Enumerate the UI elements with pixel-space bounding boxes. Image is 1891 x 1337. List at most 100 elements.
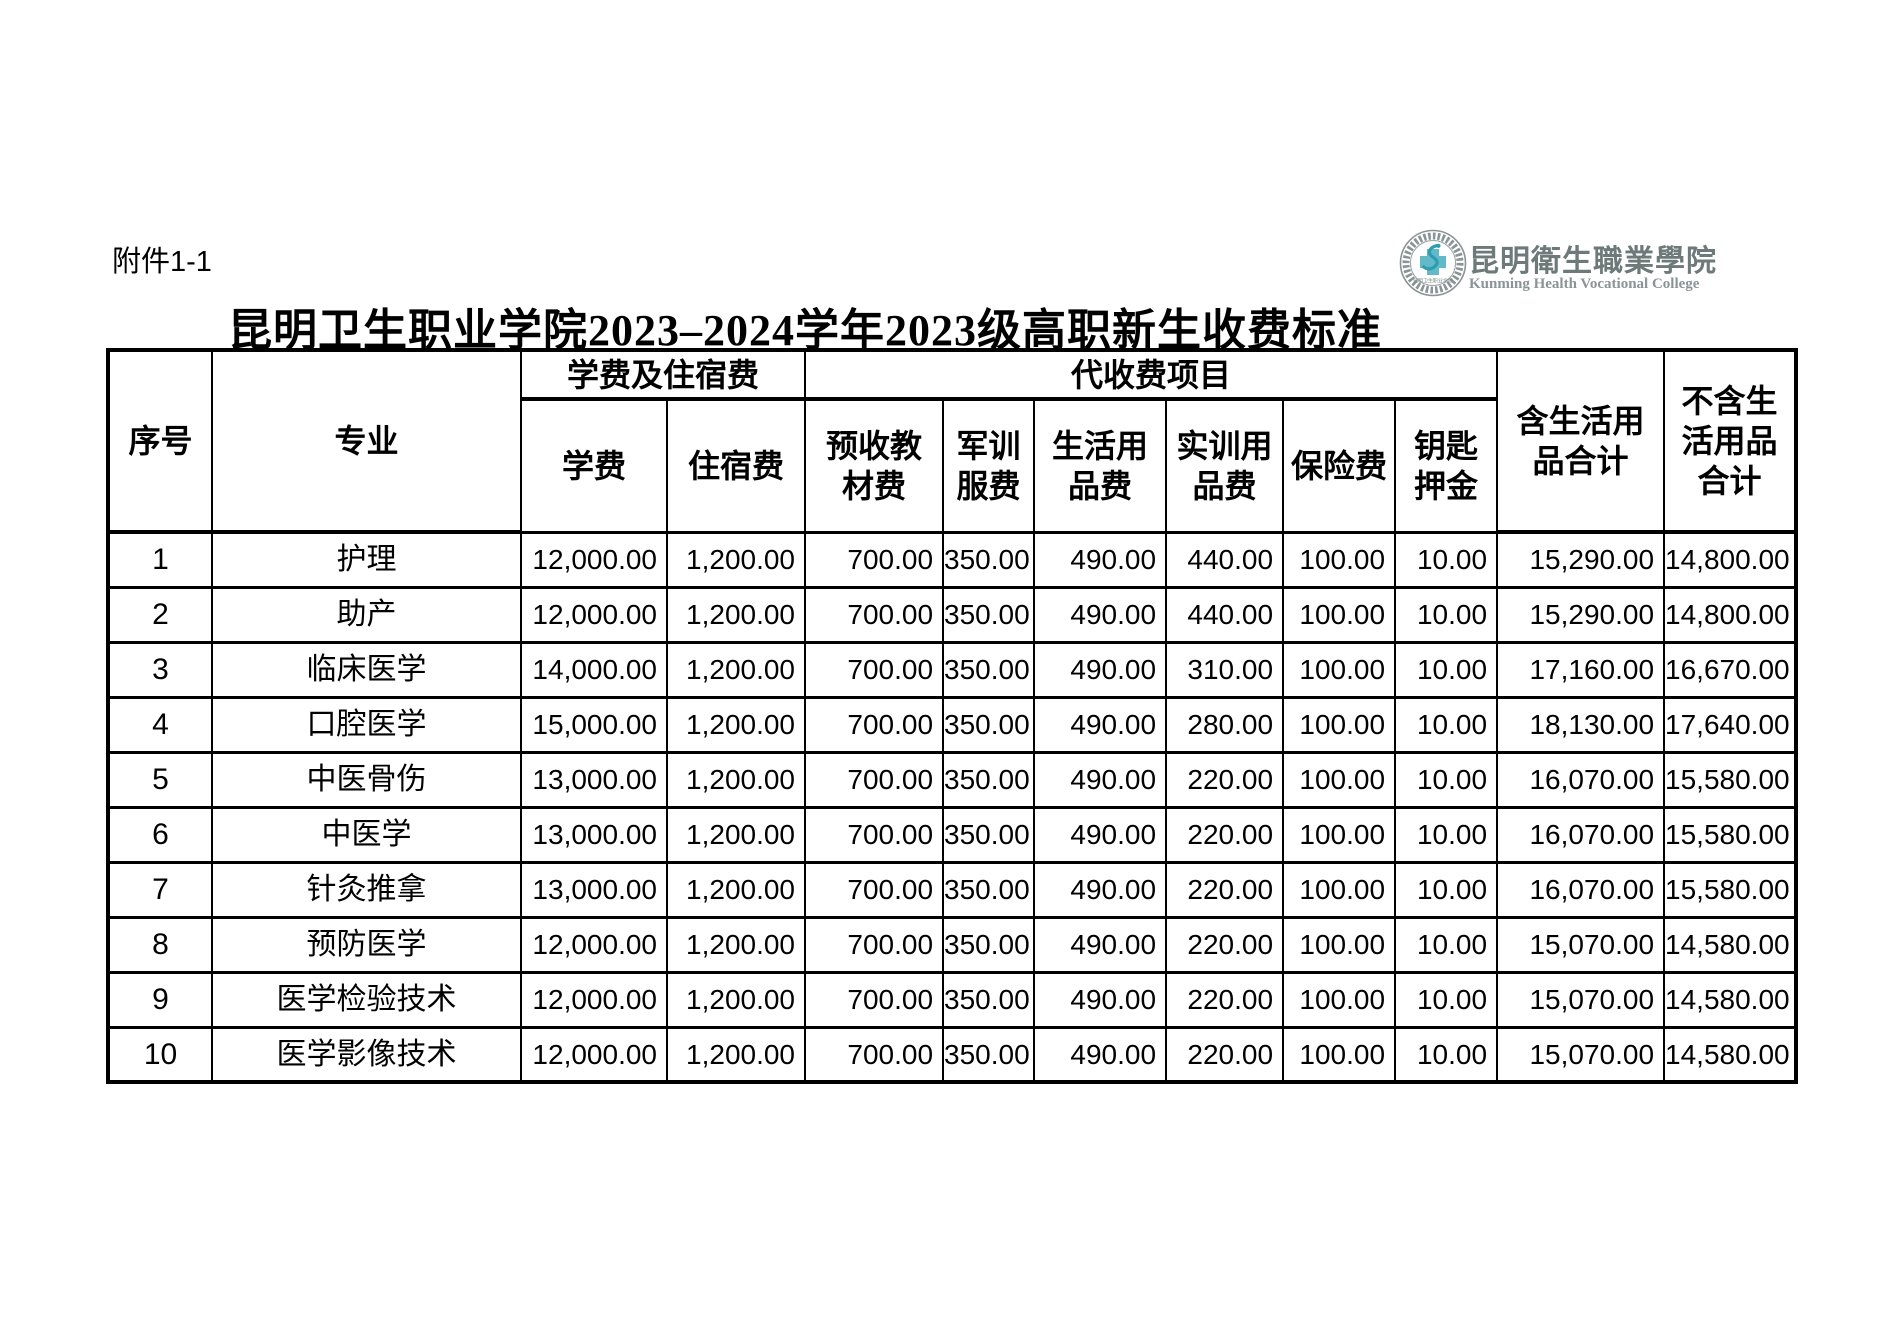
accommodation-cell: 1,200.00 [665,806,807,863]
header-tuition-group: 学费及住宿费 [519,349,807,401]
college-emblem-icon: 昆明卫生职业学院 [1399,229,1467,297]
accommodation-cell: 1,200.00 [665,861,807,918]
training-cell: 220.00 [1165,971,1285,1028]
accommodation-cell: 1,200.00 [665,751,807,808]
header-uniform: 军训 服费 [942,398,1036,533]
uniform-cell: 350.00 [942,696,1036,753]
key-deposit-cell: 10.00 [1394,586,1499,643]
accommodation-cell: 1,200.00 [665,641,807,698]
training-cell: 440.00 [1165,586,1285,643]
insurance-cell: 100.00 [1282,916,1397,973]
living-cell: 490.00 [1033,971,1168,1028]
training-cell: 310.00 [1165,641,1285,698]
uniform-cell: 350.00 [942,971,1036,1028]
tuition-cell: 12,000.00 [520,971,668,1028]
textbook-cell: 700.00 [804,751,945,808]
insurance-cell: 100.00 [1282,696,1397,753]
total-excl-cell: 14,800.00 [1663,531,1798,588]
textbook-cell: 700.00 [804,586,945,643]
header-living: 生活用 品费 [1033,398,1168,533]
total-excl-cell: 17,640.00 [1663,696,1798,753]
insurance-cell: 100.00 [1282,531,1397,588]
tuition-cell: 15,000.00 [520,696,668,753]
major-cell: 助产 [211,586,522,643]
training-cell: 220.00 [1165,1026,1285,1083]
table-row: 6 中医学 13,000.00 1,200.00 700.00 350.00 4… [107,806,1798,863]
textbook-cell: 700.00 [804,1026,945,1083]
serial-cell: 8 [107,916,213,973]
training-cell: 220.00 [1165,916,1285,973]
living-cell: 490.00 [1033,696,1168,753]
living-cell: 490.00 [1033,586,1168,643]
major-cell: 医学影像技术 [211,1026,522,1083]
key-deposit-cell: 10.00 [1394,641,1499,698]
uniform-cell: 350.00 [942,751,1036,808]
key-deposit-cell: 10.00 [1394,531,1499,588]
table-row: 9 医学检验技术 12,000.00 1,200.00 700.00 350.0… [107,971,1798,1028]
training-cell: 280.00 [1165,696,1285,753]
table-row: 3 临床医学 14,000.00 1,200.00 700.00 350.00 … [107,641,1798,698]
major-cell: 医学检验技术 [211,971,522,1028]
table-row: 10 医学影像技术 12,000.00 1,200.00 700.00 350.… [107,1026,1798,1083]
insurance-cell: 100.00 [1282,586,1397,643]
living-cell: 490.00 [1033,751,1168,808]
tuition-cell: 12,000.00 [520,916,668,973]
textbook-cell: 700.00 [804,641,945,698]
header-key-deposit: 钥匙 押金 [1394,398,1499,533]
total-excl-cell: 14,580.00 [1663,1026,1798,1083]
textbook-cell: 700.00 [804,696,945,753]
serial-cell: 4 [107,696,213,753]
total-incl-cell: 16,070.00 [1496,861,1666,918]
serial-cell: 5 [107,751,213,808]
header-insurance: 保险费 [1282,398,1397,533]
header-textbook: 预收教 材费 [804,398,945,533]
insurance-cell: 100.00 [1282,751,1397,808]
accommodation-cell: 1,200.00 [665,531,807,588]
header-total-incl: 含生活用 品合计 [1496,349,1666,534]
textbook-cell: 700.00 [804,806,945,863]
living-cell: 490.00 [1033,806,1168,863]
header-training: 实训用 品费 [1165,398,1285,533]
table-row: 1 护理 12,000.00 1,200.00 700.00 350.00 49… [107,531,1798,588]
tuition-cell: 13,000.00 [520,806,668,863]
serial-cell: 10 [107,1026,213,1083]
attachment-label: 附件1-1 [112,246,212,278]
uniform-cell: 350.00 [942,531,1036,588]
tuition-cell: 12,000.00 [520,1026,668,1083]
table-row: 4 口腔医学 15,000.00 1,200.00 700.00 350.00 … [107,696,1798,753]
total-incl-cell: 17,160.00 [1496,641,1666,698]
serial-cell: 2 [107,586,213,643]
total-excl-cell: 15,580.00 [1663,806,1798,863]
accommodation-cell: 1,200.00 [665,586,807,643]
uniform-cell: 350.00 [942,861,1036,918]
insurance-cell: 100.00 [1282,971,1397,1028]
uniform-cell: 350.00 [942,1026,1036,1083]
fee-table: 序号 专业 学费及住宿费 代收费项目 含生活用 品合计 不含生 活用品 合计 学… [106,348,1799,1084]
living-cell: 490.00 [1033,861,1168,918]
total-incl-cell: 15,290.00 [1496,586,1666,643]
total-incl-cell: 15,070.00 [1496,916,1666,973]
accommodation-cell: 1,200.00 [665,1026,807,1083]
header-group-row: 序号 专业 学费及住宿费 代收费项目 含生活用 品合计 不含生 活用品 合计 [107,349,1798,534]
logo-en-name: Kunming Health Vocational College [1469,276,1700,292]
tuition-cell: 12,000.00 [520,586,668,643]
insurance-cell: 100.00 [1282,1026,1397,1083]
major-cell: 中医骨伤 [211,751,522,808]
total-excl-cell: 15,580.00 [1663,751,1798,808]
accommodation-cell: 1,200.00 [665,916,807,973]
header-major: 专业 [211,349,522,534]
accommodation-cell: 1,200.00 [665,696,807,753]
uniform-cell: 350.00 [942,806,1036,863]
tuition-cell: 14,000.00 [520,641,668,698]
living-cell: 490.00 [1033,1026,1168,1083]
table-row: 5 中医骨伤 13,000.00 1,200.00 700.00 350.00 … [107,751,1798,808]
total-incl-cell: 16,070.00 [1496,806,1666,863]
key-deposit-cell: 10.00 [1394,806,1499,863]
key-deposit-cell: 10.00 [1394,861,1499,918]
major-cell: 口腔医学 [211,696,522,753]
textbook-cell: 700.00 [804,971,945,1028]
serial-cell: 1 [107,531,213,588]
key-deposit-cell: 10.00 [1394,696,1499,753]
major-cell: 中医学 [211,806,522,863]
